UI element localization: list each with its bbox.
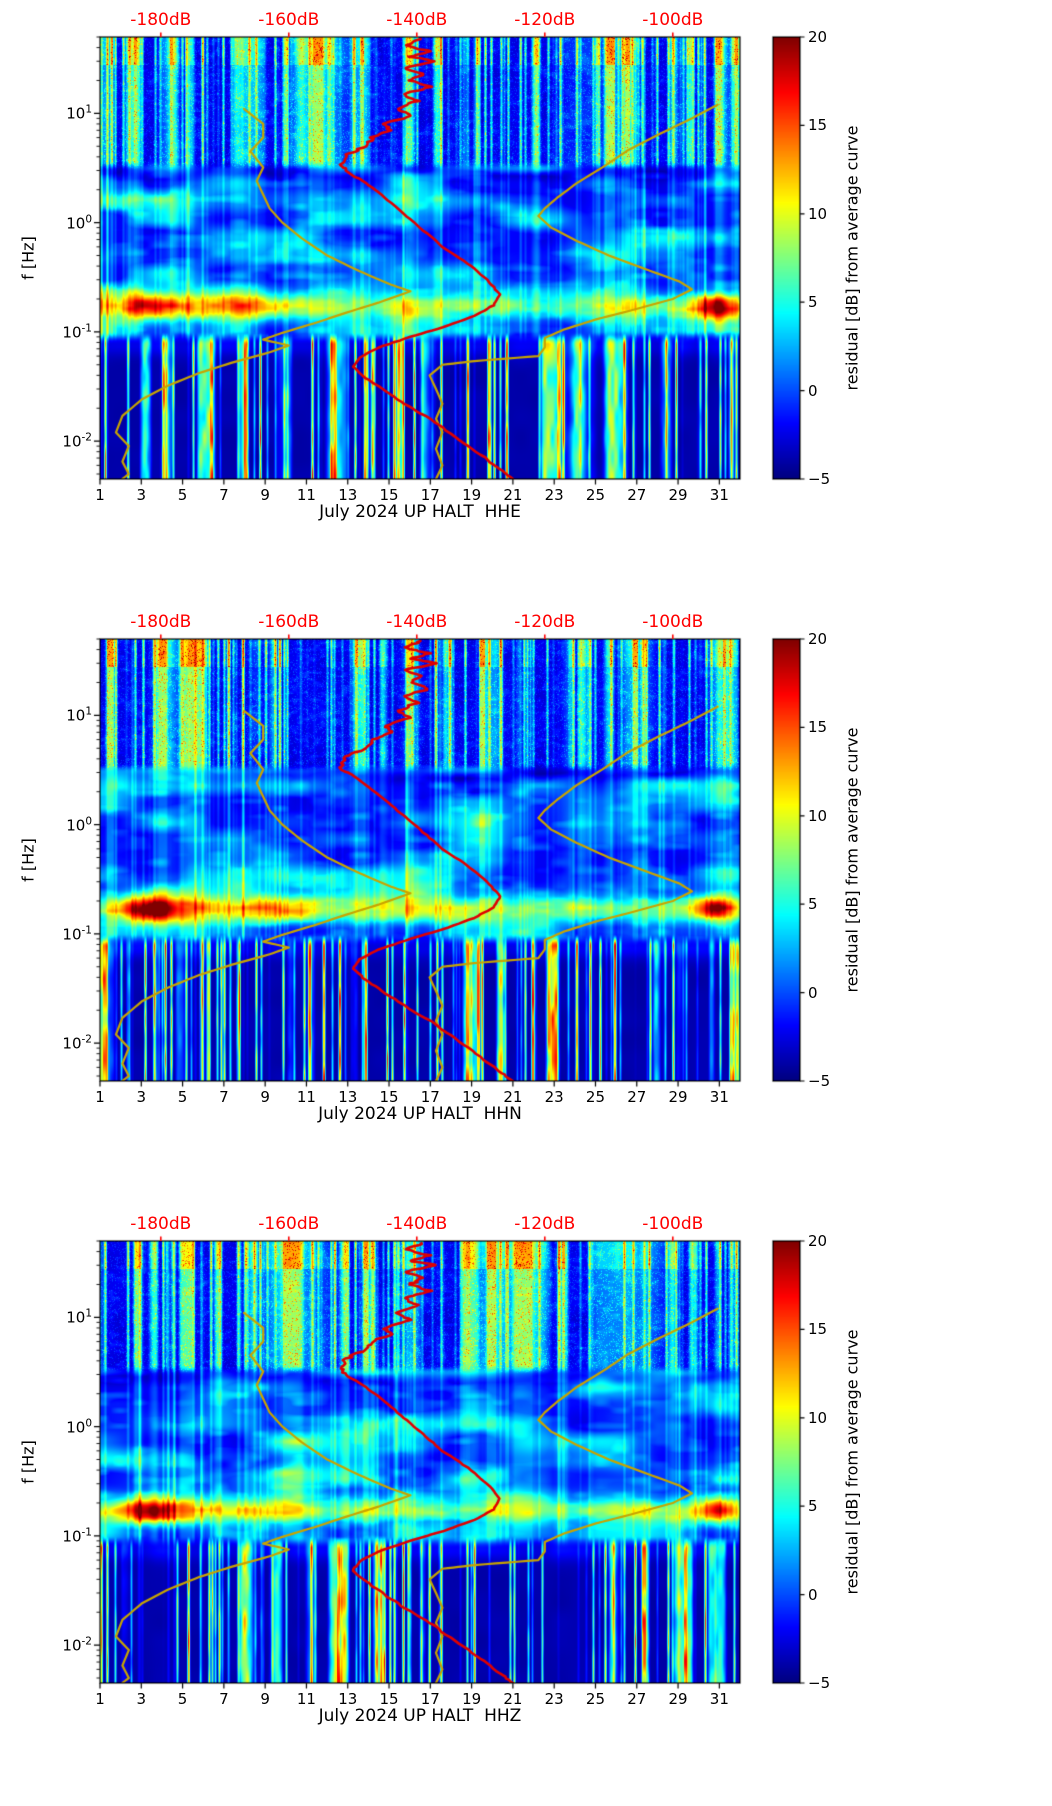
y-axis-label: f [Hz] [18,1440,38,1484]
colorbar-label: residual [dB] from average curve [842,1329,862,1595]
y-axis-label: f [Hz] [18,236,38,280]
panel-xlabel: July 2024 UP HALT HHZ [318,1706,522,1726]
axes-overlay [0,602,1052,1204]
panel-hhe: 1 3 5 7 9 11 13 15 17 19 21 23 25 27 29 31 101 100 10-1 10-… [0,0,1052,602]
y-axis-label: f [Hz] [18,838,38,882]
panel-xlabel: July 2024 UP HALT HHE [319,502,521,522]
colorbar-label: residual [dB] from average curve [842,125,862,391]
panel-hhn: 1 3 5 7 9 11 13 15 17 19 21 23 25 27 29 31 101 100 10-1 10-… [0,602,1052,1204]
axes-overlay [0,0,1052,602]
axes-overlay [0,1204,1052,1806]
panel-xlabel: July 2024 UP HALT HHN [318,1104,522,1124]
panel-hhz: 1 3 5 7 9 11 13 15 17 19 21 23 25 27 29 31 101 100 10-1 10-… [0,1204,1052,1806]
colorbar-label: residual [dB] from average curve [842,727,862,993]
